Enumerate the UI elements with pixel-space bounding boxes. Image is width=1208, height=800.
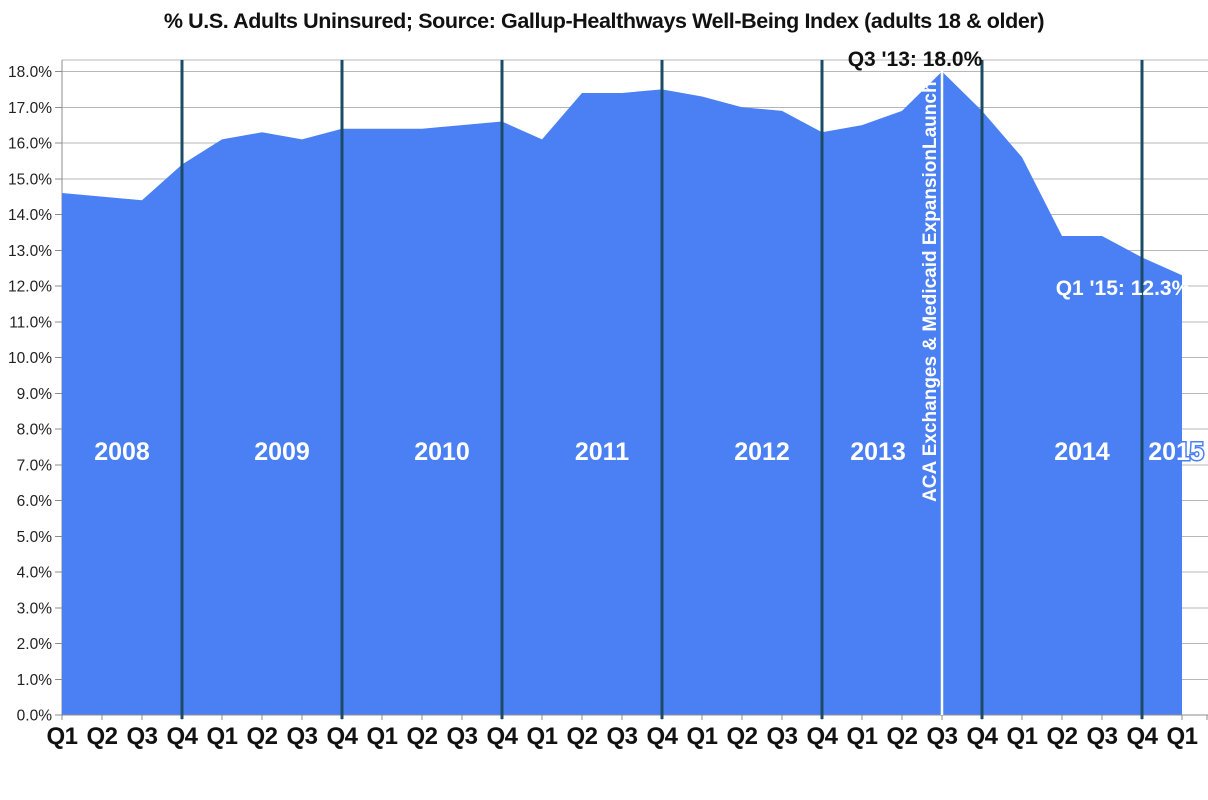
year-label-2012: 2012 — [734, 438, 790, 466]
x-tick-label: Q4 — [966, 723, 998, 750]
year-label-2014: 2014 — [1054, 438, 1110, 466]
x-tick-label: Q2 — [1046, 723, 1077, 750]
x-tick-label: Q3 — [446, 723, 477, 750]
y-tick-label: 9.0% — [17, 386, 53, 403]
x-tick-label: Q4 — [806, 723, 838, 750]
latest-annotation: Q1 '15: 12.3% — [1056, 277, 1191, 300]
x-tick-label: Q2 — [246, 723, 277, 750]
year-label-2011: 2011 — [575, 438, 629, 466]
x-tick-label: Q3 — [926, 723, 957, 750]
y-tick-label: 18.0% — [8, 64, 52, 81]
x-tick-label: Q4 — [166, 723, 198, 750]
x-tick-label: Q2 — [86, 723, 117, 750]
x-tick-label: Q1 — [686, 723, 717, 750]
y-tick-label: 2.0% — [17, 636, 53, 653]
x-tick-label: Q2 — [726, 723, 757, 750]
y-tick-label: 0.0% — [17, 708, 53, 725]
x-tick-label: Q1 — [1166, 723, 1197, 750]
x-tick-label: Q4 — [486, 723, 518, 750]
x-tick-label: Q1 — [46, 723, 77, 750]
x-tick-label: Q3 — [606, 723, 637, 750]
y-tick-label: 1.0% — [17, 672, 53, 689]
y-tick-label: 13.0% — [8, 243, 52, 260]
y-tick-label: 15.0% — [8, 171, 52, 188]
x-tick-label: Q1 — [1006, 723, 1037, 750]
y-tick-label: 4.0% — [17, 565, 53, 582]
year-label-2008: 2008 — [94, 438, 150, 466]
uninsured-area-series — [62, 71, 1182, 715]
x-tick-label: Q1 — [366, 723, 397, 750]
x-tick-label: Q3 — [286, 723, 317, 750]
x-tick-label: Q3 — [126, 723, 157, 750]
y-tick-label: 8.0% — [17, 422, 53, 439]
x-tick-label: Q1 — [846, 723, 877, 750]
x-tick-label: Q3 — [766, 723, 797, 750]
aca-launch-label: ACA Exchanges & Medicaid ExpansionLaunch — [920, 81, 941, 502]
y-tick-label: 14.0% — [8, 207, 52, 224]
x-tick-label: Q2 — [406, 723, 437, 750]
year-label-2015: 2015 — [1148, 438, 1204, 466]
x-tick-label: Q4 — [1126, 723, 1158, 750]
year-label-2010: 2010 — [414, 438, 470, 466]
x-tick-label: Q2 — [886, 723, 917, 750]
y-tick-label: 16.0% — [8, 136, 52, 153]
x-tick-label: Q4 — [326, 723, 358, 750]
chart-title: % U.S. Adults Uninsured; Source: Gallup-… — [163, 9, 1045, 33]
peak-annotation: Q3 '13: 18.0% — [848, 48, 983, 71]
y-tick-label: 10.0% — [8, 350, 52, 367]
y-tick-label: 3.0% — [17, 600, 53, 617]
x-tick-label: Q1 — [526, 723, 557, 750]
y-tick-label: 6.0% — [17, 493, 53, 510]
x-tick-label: Q4 — [646, 723, 678, 750]
x-tick-label: Q3 — [1086, 723, 1117, 750]
y-tick-label: 11.0% — [9, 314, 52, 331]
y-tick-label: 12.0% — [8, 279, 52, 296]
y-tick-label: 17.0% — [8, 100, 52, 117]
year-label-2013: 2013 — [850, 438, 906, 466]
year-label-2009: 2009 — [254, 438, 310, 466]
y-tick-label: 7.0% — [17, 457, 53, 474]
x-tick-label: Q2 — [566, 723, 597, 750]
y-tick-label: 5.0% — [17, 529, 53, 546]
x-tick-label: Q1 — [206, 723, 237, 750]
